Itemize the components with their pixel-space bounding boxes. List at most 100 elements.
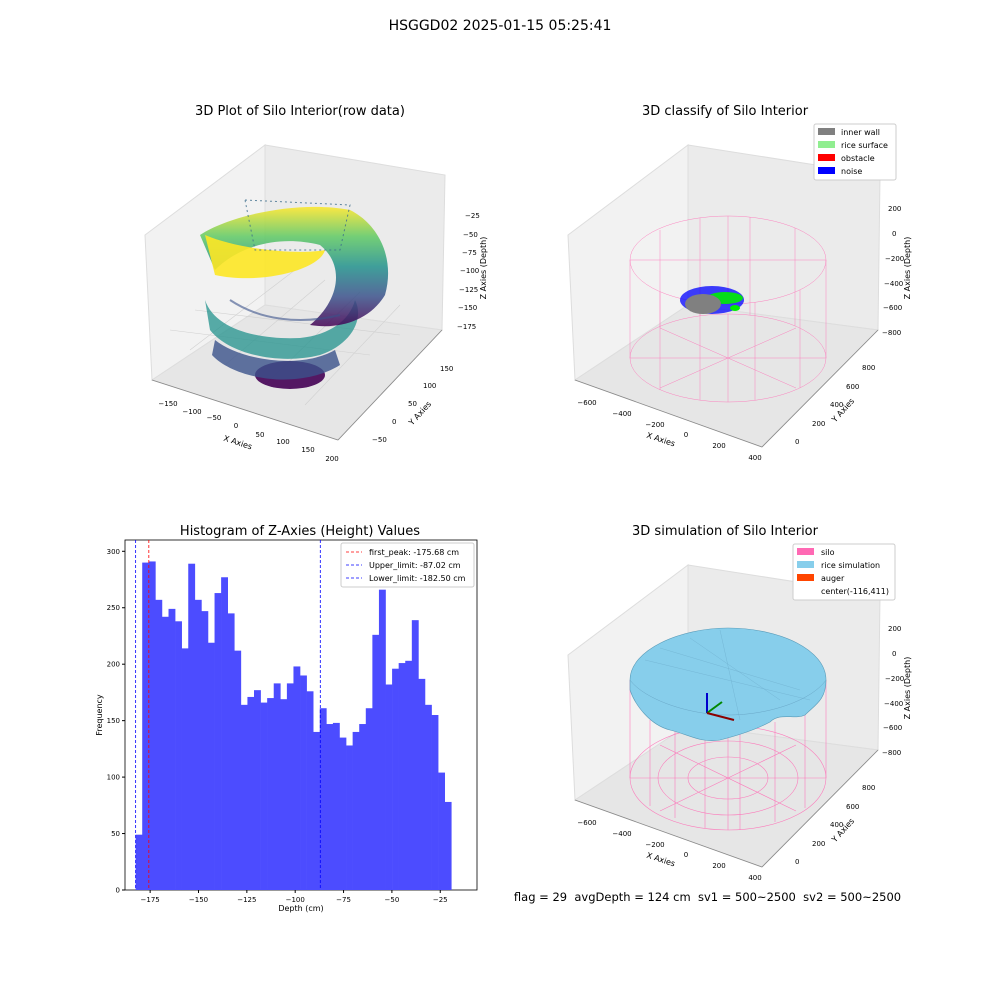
histogram-bar [438,772,446,890]
panel4-y-ticks: 0 200 400 600 800 [795,784,875,866]
panel2-title: 3D classify of Silo Interior [641,104,809,119]
histogram-bar [418,678,426,890]
histogram-bar [260,702,268,890]
histogram-bar [273,683,281,890]
histogram-legend: first_peak: -175.68 cm Upper_limit: -87.… [340,542,475,588]
x-tick-label: −25 [433,896,448,904]
legend-label: silo [821,548,835,557]
legend-swatch-silo [797,548,814,555]
legend-label: Lower_limit: -182.50 cm [369,574,466,583]
panel1-x-axis-line [151,379,339,441]
histogram-bar [286,683,294,890]
histogram-x-ticks: −175 −150 −125 −100 −75 −50 −25 [141,890,448,904]
tick-label: −200 [645,841,664,849]
tick-label: −50 [463,231,478,239]
panel2-y-axis-line [761,329,879,448]
tick-label: 600 [846,803,859,811]
tick-label: −200 [885,255,904,263]
histogram-bar [378,589,386,890]
tick-label: 0 [892,650,896,658]
legend-swatch-wall [818,128,835,135]
y-tick-label: 150 [107,717,120,725]
panel1-z-ticks: −25 −50 −75 −100 −125 −150 −175 [457,212,480,331]
tick-label: −25 [465,212,480,220]
tick-label: 600 [846,383,859,391]
tick-label: 150 [301,446,314,454]
legend-label: auger [821,574,845,583]
tick-label: −125 [459,286,478,294]
tick-label: −75 [462,249,477,257]
histogram-bar [227,613,235,890]
tick-label: 800 [862,784,875,792]
x-tick-label: −125 [237,896,256,904]
tick-label: 200 [888,205,901,213]
tick-label: 0 [795,438,799,446]
tick-label: 100 [423,382,436,390]
panel4-x-ticks: −600 −400 −200 0 200 400 [577,819,761,882]
legend-label: obstacle [841,154,875,163]
tick-label: 200 [325,455,338,463]
panel2-legend: inner wall rice surface obstacle noise [813,123,897,181]
panel2-z-ticks: 200 0 −200 −400 −600 −800 [882,205,904,337]
histogram-bar [161,616,169,890]
tick-label: −400 [612,830,631,838]
panel2-xlabel: X Axies [645,431,676,449]
histogram-y-ticks: 0 50 100 150 200 250 300 [107,548,125,895]
tick-label: −200 [885,675,904,683]
histogram-bar [293,666,301,890]
tick-label: −600 [577,399,596,407]
legend-swatch-noise [818,167,835,174]
tick-label: 200 [812,420,825,428]
panel2-plot: −600 −400 −200 0 200 400 X Axies 0 200 4… [567,123,912,462]
legend-label: center(-116,411) [821,587,889,596]
legend-swatch-rice-sim [797,561,814,568]
tick-label: −600 [577,819,596,827]
legend-swatch-auger [797,574,814,581]
x-tick-label: −150 [189,896,208,904]
histogram-bar [201,611,209,890]
tick-label: 50 [256,431,265,439]
histogram-bar [194,599,202,890]
histogram-bar [188,563,196,890]
x-tick-label: −75 [336,896,351,904]
tick-label: 200 [712,862,725,870]
y-tick-label: 250 [107,604,120,612]
histogram-bar [207,642,215,890]
panel1-y-ticks: −50 0 50 100 150 [372,365,453,444]
panel4-z-ticks: 200 0 −200 −400 −600 −800 [882,625,904,757]
histogram-bar [168,608,176,890]
tick-label: −200 [645,421,664,429]
histogram-bar [444,801,452,890]
tick-label: 0 [234,422,238,430]
tick-label: 400 [748,874,761,882]
panel4-rice-surface [629,627,827,741]
histogram-bar [339,737,347,890]
histogram-bar [431,715,439,890]
histogram-xlabel: Depth (cm) [278,904,323,913]
x-tick-label: −50 [385,896,400,904]
histogram-bar [240,704,248,890]
tick-label: 200 [812,840,825,848]
panel2-silo-wireframe [629,215,827,403]
histogram-bar [385,684,393,890]
tick-label: 400 [748,454,761,462]
histogram-title: Histogram of Z-Axies (Height) Values [179,524,421,539]
tick-label: 150 [440,365,453,373]
tick-label: −50 [372,436,387,444]
histogram-bar [155,599,163,890]
panel2-x-axis-line [574,379,763,448]
histogram-bar [221,577,228,890]
histogram-bar [175,621,182,890]
histogram-bar [306,691,314,890]
legend-label: noise [841,167,862,176]
tick-label: −400 [884,280,903,288]
tick-label: 200 [888,625,901,633]
legend-swatch-obstacle [818,154,835,161]
tick-label: 800 [862,364,875,372]
tick-label: 0 [392,418,396,426]
panel4-x-axis-line [574,799,763,868]
tick-label: −600 [883,304,902,312]
histogram-bar [247,696,255,890]
histogram-bar [346,745,353,890]
